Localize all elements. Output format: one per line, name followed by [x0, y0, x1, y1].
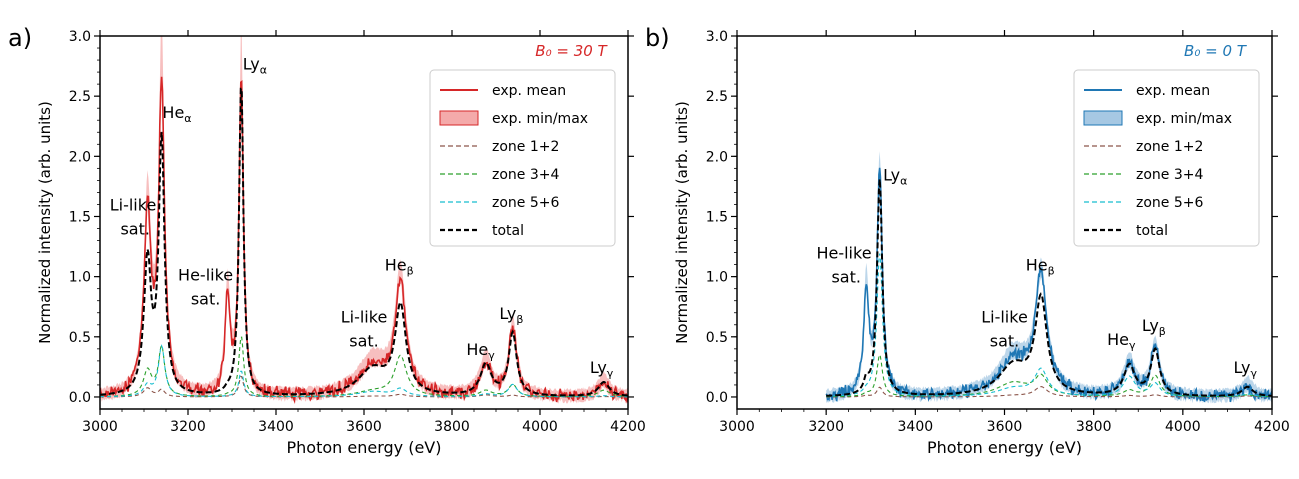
peak-annotation: Lyβ	[499, 304, 523, 326]
x-tick-label: 4000	[522, 419, 558, 435]
y-tick-label: 2.5	[69, 89, 91, 105]
x-tick-label: 4200	[610, 419, 646, 435]
x-tick-label: 3400	[258, 419, 294, 435]
y-tick-label: 1.5	[69, 209, 91, 225]
y-tick-label: 0.5	[69, 330, 91, 346]
x-axis-label: Photon energy (eV)	[287, 438, 442, 457]
panel-label: a)	[8, 24, 32, 52]
y-axis-label: Normalized intensity (arb. units)	[673, 101, 691, 344]
legend-label: zone 5+6	[1136, 195, 1203, 211]
legend-label: exp. mean	[492, 83, 566, 99]
legend-label: zone 1+2	[1136, 139, 1203, 155]
y-axis-label: Normalized intensity (arb. units)	[36, 101, 54, 344]
x-tick-label: 3200	[808, 419, 844, 435]
zone-line-2	[100, 336, 628, 397]
peak-annotation: sat.	[349, 331, 379, 350]
exp-mean-line	[100, 76, 628, 405]
x-tick-label: 3000	[719, 419, 755, 435]
y-tick-label: 3.0	[706, 29, 728, 45]
peak-annotation: Lyα	[883, 165, 907, 187]
peak-annotation: sat.	[990, 331, 1020, 350]
legend: exp. mean exp. min/max zone 1+2 zone 3+4 zon…	[429, 69, 616, 247]
zone-line-1	[826, 386, 1272, 398]
peak-annotation: Li-like	[981, 307, 1028, 326]
x-tick-label: 3400	[898, 419, 934, 435]
x-tick-label: 3800	[434, 419, 470, 435]
legend-label: zone 3+4	[1136, 167, 1203, 183]
peak-annotation: Heα	[162, 103, 191, 125]
y-tick-label: 2.0	[69, 149, 91, 165]
peak-annotation: Lyα	[243, 55, 267, 77]
y-tick-label: 0.0	[69, 390, 91, 406]
legend-label: total	[492, 223, 524, 239]
legend-label: zone 5+6	[492, 195, 559, 211]
peak-annotation: sat.	[831, 268, 861, 287]
legend-swatch	[439, 110, 479, 126]
legend-label: exp. min/max	[1136, 111, 1232, 127]
peak-annotation: Heγ	[1107, 330, 1136, 352]
plot-area	[100, 36, 628, 405]
zone-line-3	[100, 344, 628, 398]
plot-area	[825, 151, 1272, 404]
y-tick-label: 1.0	[69, 270, 91, 286]
y-tick-label: 1.0	[706, 270, 728, 286]
legend-swatch	[1083, 110, 1123, 126]
peak-annotation: Heγ	[466, 340, 495, 362]
peak-annotation: Li-like	[110, 195, 157, 214]
peak-annotation: Heβ	[1026, 256, 1055, 278]
peak-annotation: He-like	[816, 244, 871, 263]
peak-annotation: Lyγ	[1234, 358, 1258, 380]
legend-label: total	[1136, 223, 1168, 239]
peak-annotation: sat.	[120, 220, 150, 239]
total-line	[826, 178, 1272, 397]
x-tick-label: 3200	[170, 419, 206, 435]
legend-label: exp. mean	[1136, 83, 1210, 99]
zone-line-1	[100, 376, 628, 398]
legend-label: exp. min/max	[492, 111, 588, 127]
peak-annotation: Li-like	[341, 307, 388, 326]
x-tick-label: 3600	[346, 419, 382, 435]
peak-annotation: Heβ	[385, 256, 414, 278]
y-tick-label: 0.0	[706, 390, 728, 406]
total-line	[100, 87, 628, 397]
exp-mean-line	[825, 167, 1272, 403]
y-tick-label: 2.5	[706, 89, 728, 105]
y-tick-label: 1.5	[706, 209, 728, 225]
peak-annotation: Lyβ	[1142, 316, 1166, 338]
x-axis-label: Photon energy (eV)	[927, 438, 1082, 457]
x-tick-label: 4200	[1254, 419, 1290, 435]
peak-annotation: He-like	[178, 265, 233, 284]
legend-label: zone 1+2	[492, 139, 559, 155]
y-tick-label: 0.5	[706, 330, 728, 346]
legend: exp. mean exp. min/max zone 1+2 zone 3+4 zon…	[1073, 69, 1260, 247]
legend-label: zone 3+4	[492, 167, 559, 183]
field-label: B₀ = 0 T	[1184, 42, 1248, 60]
field-label: B₀ = 30 T	[535, 42, 608, 60]
y-tick-label: 2.0	[706, 149, 728, 165]
y-tick-label: 3.0	[69, 29, 91, 45]
peak-annotation: sat.	[191, 289, 221, 308]
panel-b: 3000 3200 3400 3600 3800 4000 4200 0.0 0.5 1.0 1.5…	[645, 24, 1290, 457]
panel-a: 3000 3200 3400 3600 3800 4000 4200 0.0 0.5 1.0 1.5…	[8, 24, 646, 457]
panel-label: b)	[645, 24, 670, 52]
x-tick-label: 3600	[987, 419, 1023, 435]
x-tick-label: 4000	[1165, 419, 1201, 435]
x-tick-label: 3800	[1076, 419, 1112, 435]
peak-annotation: Lyγ	[590, 358, 614, 380]
x-tick-label: 3000	[82, 419, 118, 435]
